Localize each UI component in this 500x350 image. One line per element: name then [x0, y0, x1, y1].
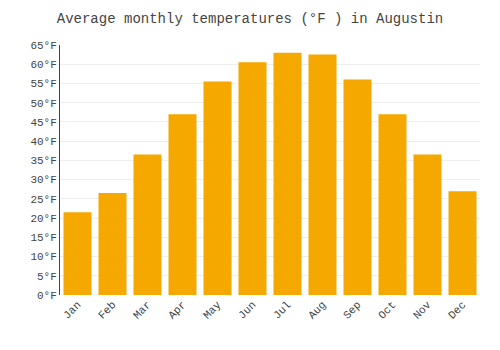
svg-text:Oct: Oct — [376, 299, 398, 321]
svg-text:Apr: Apr — [166, 299, 188, 321]
svg-text:Nov: Nov — [411, 299, 434, 322]
svg-text:45°F: 45°F — [30, 117, 56, 129]
svg-text:Feb: Feb — [96, 299, 118, 321]
svg-text:15°F: 15°F — [30, 232, 56, 244]
svg-text:20°F: 20°F — [30, 213, 56, 225]
svg-text:5°F: 5°F — [37, 271, 57, 283]
svg-text:30°F: 30°F — [30, 174, 56, 186]
svg-text:25°F: 25°F — [30, 194, 56, 206]
svg-text:Dec: Dec — [446, 299, 468, 321]
svg-text:Jan: Jan — [61, 299, 83, 321]
svg-text:0°F: 0°F — [37, 290, 57, 302]
svg-text:10°F: 10°F — [30, 251, 56, 263]
svg-text:55°F: 55°F — [30, 78, 56, 90]
svg-text:50°F: 50°F — [30, 98, 56, 110]
svg-text:Mar: Mar — [131, 299, 153, 321]
svg-text:60°F: 60°F — [30, 59, 56, 71]
svg-text:Jul: Jul — [271, 299, 293, 321]
svg-text:Sep: Sep — [341, 299, 363, 321]
svg-text:May: May — [201, 299, 224, 322]
svg-text:65°F: 65°F — [30, 40, 56, 52]
svg-text:40°F: 40°F — [30, 136, 56, 148]
svg-text:Average monthly temperatures (: Average monthly temperatures (°F ) in Au… — [57, 11, 443, 27]
svg-text:Aug: Aug — [306, 299, 328, 321]
svg-text:Jun: Jun — [236, 299, 258, 321]
svg-text:35°F: 35°F — [30, 155, 56, 167]
